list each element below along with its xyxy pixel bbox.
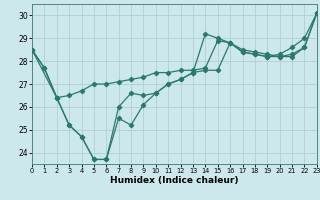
X-axis label: Humidex (Indice chaleur): Humidex (Indice chaleur) <box>110 176 239 185</box>
